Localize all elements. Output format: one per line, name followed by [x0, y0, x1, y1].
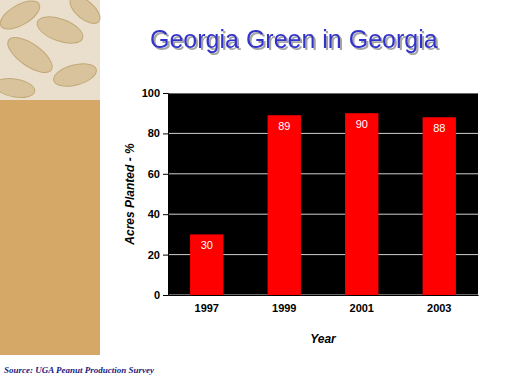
y-tick: 80 [148, 127, 168, 139]
bar [268, 115, 301, 295]
y-tick-label: 60 [148, 168, 160, 180]
peanut-shape [0, 76, 36, 101]
x-tick: 2003 [427, 295, 451, 314]
bar [190, 234, 223, 295]
peanut-shape [51, 60, 99, 91]
bars [190, 113, 456, 295]
y-axis-title: Acres Planted - % [123, 143, 137, 246]
x-tick-label: 2003 [427, 302, 451, 314]
y-tick-mark [163, 174, 168, 175]
x-axis-title: Year [310, 332, 337, 346]
y-tick-mark [163, 214, 168, 215]
x-tick: 1999 [272, 295, 296, 314]
y-tick-mark [163, 93, 168, 94]
x-axis-line [169, 295, 479, 296]
x-axis: 1997 1999 2001 2003 [169, 295, 479, 314]
y-tick: 0 [154, 289, 168, 301]
peanut-shape [65, 0, 104, 28]
slide: Georgia Green in Georgia 30 89 90 88 0 20 40 60 8… [0, 0, 512, 384]
side-strip [0, 100, 100, 355]
chart-container: Georgia Green in Georgia 30 89 90 88 0 20 40 60 8… [0, 0, 512, 384]
peanut-shape [0, 0, 44, 35]
data-label: 89 [278, 120, 290, 132]
grid-line [168, 93, 478, 94]
x-tick: 1997 [195, 295, 219, 314]
data-label: 30 [201, 239, 213, 251]
y-tick: 20 [148, 249, 168, 261]
y-tick: 60 [148, 168, 168, 180]
y-axis: 0 20 40 60 80 100 [142, 87, 169, 301]
peanut-shape [2, 31, 57, 79]
x-tick: 2001 [350, 295, 374, 314]
data-label: 90 [356, 118, 368, 130]
data-label: 88 [433, 122, 445, 134]
x-tick-label: 1997 [195, 302, 219, 314]
bar [345, 113, 378, 295]
y-tick-mark [163, 255, 168, 256]
title: Georgia Green in Georgia [150, 25, 438, 53]
data-labels: 30 89 90 88 [201, 118, 446, 251]
y-tick-label: 20 [148, 249, 160, 261]
y-tick-label: 0 [154, 289, 160, 301]
x-tick-label: 2001 [350, 302, 374, 314]
plot-area [168, 93, 478, 295]
bar [423, 117, 456, 295]
x-tick-label: 1999 [272, 302, 296, 314]
peanut-shape [34, 11, 87, 48]
y-tick-label: 100 [142, 87, 160, 99]
source-note: Source: UGA Peanut Production Survey [4, 365, 155, 375]
y-tick-label: 40 [148, 208, 160, 220]
grid [168, 93, 478, 295]
y-tick-label: 80 [148, 127, 160, 139]
y-tick: 100 [142, 87, 168, 99]
y-axis-line [163, 94, 169, 296]
y-tick: 40 [148, 208, 168, 220]
y-tick-mark [163, 295, 168, 296]
decoration [0, 0, 105, 355]
y-tick-mark [163, 133, 168, 134]
